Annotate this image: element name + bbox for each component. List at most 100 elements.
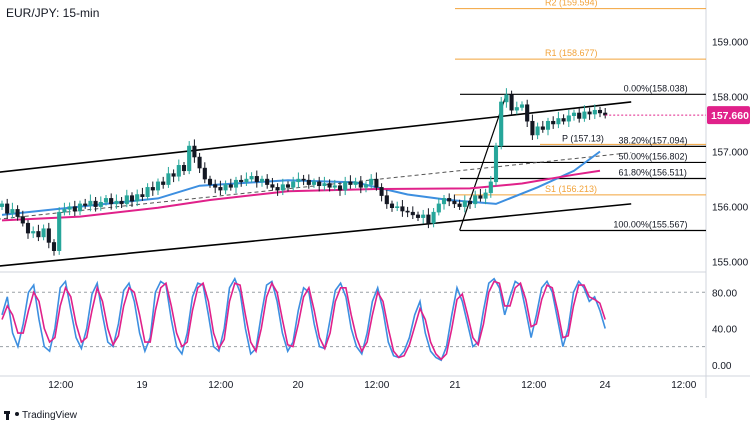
candle-down xyxy=(72,206,77,212)
candle-up xyxy=(311,181,317,185)
candle-up xyxy=(67,206,72,210)
candle-up xyxy=(514,107,519,111)
sma-magenta-line xyxy=(1,169,601,222)
candle-down xyxy=(447,198,452,202)
candle-up xyxy=(556,118,561,125)
candle-up xyxy=(353,181,358,185)
candle-down xyxy=(192,145,197,158)
pivot-label: P (157.13) xyxy=(562,133,604,143)
candle-up xyxy=(77,203,83,212)
candle-up xyxy=(98,201,103,207)
candle-up xyxy=(462,200,467,207)
candle-up xyxy=(431,211,436,224)
fib-level-label: 100.00%(155.567) xyxy=(613,219,687,229)
candle-down xyxy=(587,111,592,115)
current-price-badge xyxy=(707,106,750,125)
price-tick-label: 157.000 xyxy=(712,148,749,159)
candle-down xyxy=(337,185,343,191)
candle-up xyxy=(88,200,93,206)
candle-down xyxy=(530,120,535,136)
candle-down xyxy=(46,228,51,243)
candle-down xyxy=(161,181,166,185)
candle-up xyxy=(322,183,327,186)
candle-down xyxy=(551,120,556,125)
chart-title: EUR/JPY: 15-min xyxy=(6,6,100,20)
candle-up xyxy=(114,200,119,205)
channel-upper-line xyxy=(0,101,632,173)
stoch-tick-label: 80.00 xyxy=(712,288,737,299)
candle-up xyxy=(291,181,296,188)
candle-down xyxy=(285,184,291,188)
time-tick-label: 21 xyxy=(450,380,462,391)
candle-up xyxy=(332,185,337,188)
candle-down xyxy=(577,112,582,119)
candle-up xyxy=(436,203,441,213)
candle-up xyxy=(571,112,577,116)
candle-down xyxy=(36,231,41,238)
price-tick-label: 155.000 xyxy=(712,258,749,269)
candle-up xyxy=(31,231,36,234)
candle-down xyxy=(181,165,187,172)
candle-down xyxy=(301,178,306,181)
candle-down xyxy=(379,187,384,196)
fib-level-label: 0.00%(158.038) xyxy=(624,83,688,93)
candle-up xyxy=(483,192,488,199)
candle-up xyxy=(62,209,67,213)
candle-down xyxy=(265,178,270,185)
candle-down xyxy=(171,173,176,177)
candle-up xyxy=(244,178,249,183)
price-tick-label: 159.000 xyxy=(712,37,749,48)
current-price-label: 157.660 xyxy=(711,110,749,122)
tradingview-logo-icon xyxy=(4,411,18,420)
candle-down xyxy=(597,109,603,114)
time-tick-label: 12:00 xyxy=(48,380,73,391)
candle-up xyxy=(363,184,369,188)
time-tick-label: 24 xyxy=(600,380,612,391)
candle-down xyxy=(5,203,10,214)
candle-up xyxy=(259,178,265,183)
candle-up xyxy=(473,195,478,205)
candle-up xyxy=(176,165,181,177)
pivot-label: S1 (156.213) xyxy=(545,184,597,194)
candle-down xyxy=(410,211,415,216)
candle-down xyxy=(254,176,259,183)
candle-down xyxy=(213,184,218,188)
candle-down xyxy=(405,210,410,213)
candle-down xyxy=(327,183,332,188)
candle-up xyxy=(395,206,400,208)
candle-down xyxy=(478,195,483,199)
candle-down xyxy=(140,194,145,197)
candle-up xyxy=(499,101,504,147)
fib-level-label: 61.80%(156.511) xyxy=(619,167,687,177)
time-tick-label: 12:00 xyxy=(364,380,389,391)
candle-down xyxy=(317,181,322,186)
stoch-k-line xyxy=(1,276,606,362)
candle-down xyxy=(275,187,280,191)
candle-up xyxy=(10,209,15,214)
candle-down xyxy=(239,179,244,183)
candle-down xyxy=(197,156,202,169)
candle-up xyxy=(296,178,301,183)
candle-down xyxy=(119,200,124,205)
candle-up xyxy=(187,145,192,172)
candle-up xyxy=(493,145,499,183)
candle-up xyxy=(535,126,540,136)
candle-down xyxy=(384,195,389,205)
candle-up xyxy=(582,111,587,119)
candle-up xyxy=(280,184,285,191)
candle-down xyxy=(540,126,545,130)
candle-up xyxy=(488,181,493,194)
candle-up xyxy=(41,228,46,238)
candle-up xyxy=(166,173,171,185)
candle-up xyxy=(421,214,426,218)
stoch-tick-label: 40.00 xyxy=(712,325,737,336)
stoch-tick-label: 0.00 xyxy=(712,361,732,372)
candle-down xyxy=(25,222,31,234)
pivot-label: R2 (159.594) xyxy=(545,0,598,8)
candle-down xyxy=(452,200,457,205)
candle-down xyxy=(202,167,207,180)
candle-up xyxy=(57,211,62,251)
candle-up xyxy=(155,181,161,191)
candle-down xyxy=(561,118,566,122)
